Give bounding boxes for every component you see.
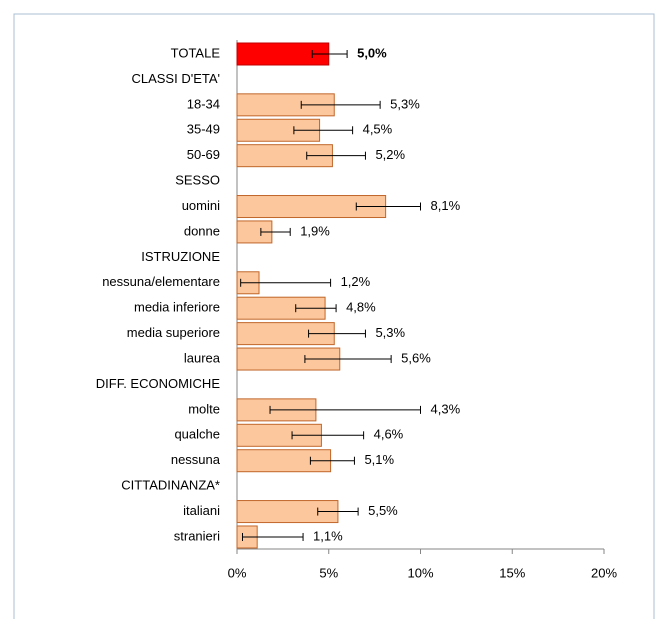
value-label: 5,3% [375, 325, 405, 340]
y-tick-label: stranieri [174, 528, 220, 543]
y-tick-label: nessuna [171, 452, 221, 467]
x-tick-label: 0% [228, 565, 247, 580]
frame [13, 13, 655, 619]
value-label: 1,9% [300, 223, 330, 238]
value-label: 5,5% [368, 503, 398, 518]
value-label: 1,2% [341, 274, 371, 289]
value-label: 5,2% [375, 147, 405, 162]
x-tick-label: 10% [407, 565, 433, 580]
y-tick-label: DIFF. ECONOMICHE [96, 376, 221, 391]
value-label: 5,0% [357, 45, 387, 60]
y-tick-label: 35-49 [187, 122, 220, 137]
y-tick-label: donne [184, 223, 220, 238]
value-label: 5,6% [401, 350, 431, 365]
value-label: 4,5% [363, 122, 393, 137]
value-label: 5,1% [364, 452, 394, 467]
y-tick-label: qualche [174, 427, 220, 442]
y-tick-label: CLASSI D'ETA' [131, 71, 220, 86]
y-tick-label: ISTRUZIONE [141, 249, 220, 264]
value-label: 4,3% [431, 401, 461, 416]
y-tick-label: media inferiore [134, 300, 220, 315]
y-tick-label: CITTADINANZA* [121, 478, 220, 493]
y-tick-label: media superiore [127, 325, 220, 340]
y-tick-label: molte [188, 401, 220, 416]
value-label: 5,3% [390, 96, 420, 111]
y-tick-label: nessuna/elementare [102, 274, 220, 289]
y-tick-label: laurea [184, 350, 221, 365]
value-label: 4,8% [346, 300, 376, 315]
value-label: 1,1% [313, 528, 343, 543]
y-tick-label: 50-69 [187, 147, 220, 162]
y-tick-label: TOTALE [171, 45, 221, 60]
value-label: 8,1% [431, 198, 461, 213]
y-tick-label: uomini [182, 198, 220, 213]
x-tick-label: 15% [499, 565, 525, 580]
x-tick-label: 20% [591, 565, 617, 580]
y-tick-label: 18-34 [187, 96, 220, 111]
y-tick-label: italiani [183, 503, 220, 518]
value-label: 4,6% [374, 427, 404, 442]
y-tick-label: SESSO [175, 173, 220, 188]
x-tick-label: 5% [319, 565, 338, 580]
